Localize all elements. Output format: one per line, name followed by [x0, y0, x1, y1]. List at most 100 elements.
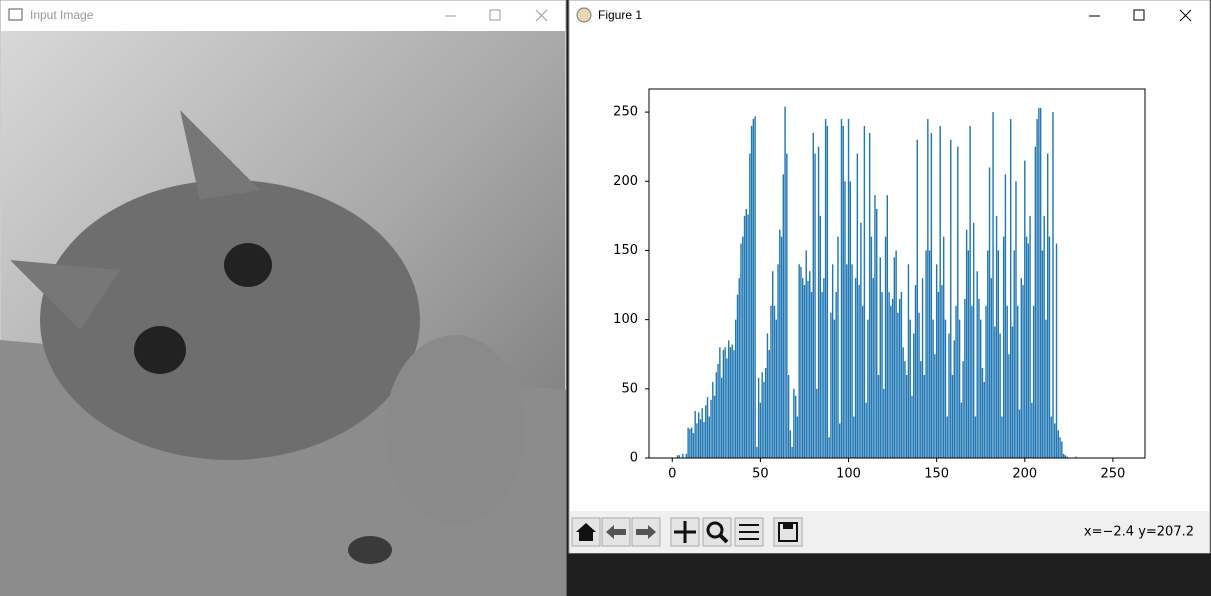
bar [726, 358, 728, 458]
bar [833, 319, 836, 458]
bar [955, 305, 957, 458]
bar [980, 319, 982, 458]
bar [817, 146, 820, 458]
bar [740, 243, 742, 458]
bar [1061, 441, 1063, 458]
window-controls[interactable] [445, 9, 548, 22]
bar [1043, 215, 1045, 458]
bar [1031, 402, 1033, 458]
bar [757, 377, 760, 458]
bar [1055, 243, 1058, 458]
bar [981, 368, 984, 458]
bar [944, 319, 947, 458]
bar [851, 264, 853, 458]
bar [1006, 305, 1008, 458]
bar [696, 423, 698, 458]
bar [997, 250, 1000, 458]
bar [972, 222, 975, 458]
figure-window: Figure 1 x=−2.4 y=207.2 0501001502002500… [568, 0, 1211, 554]
bar [870, 236, 873, 458]
bar [983, 381, 985, 458]
bar [1027, 243, 1030, 458]
bar [934, 354, 936, 458]
bar [951, 374, 954, 458]
bar [854, 278, 857, 458]
bar [847, 119, 850, 458]
bar [835, 291, 837, 458]
bar [992, 112, 994, 458]
bar [703, 422, 705, 458]
bar [800, 267, 802, 458]
bar [1018, 409, 1021, 458]
bar [967, 250, 970, 458]
bar [846, 264, 848, 458]
bar [742, 236, 744, 458]
bar [678, 455, 681, 458]
bar [1032, 305, 1035, 458]
bar [1052, 112, 1054, 458]
bar [960, 402, 963, 458]
bar [921, 278, 924, 458]
x-tick-label: 250 [1101, 467, 1126, 482]
bar [826, 125, 829, 459]
bar [717, 363, 719, 458]
bar [872, 278, 874, 458]
bar [772, 271, 774, 458]
bar [787, 374, 790, 458]
y-tick-label: 50 [621, 381, 638, 396]
bar [809, 271, 811, 458]
bar [699, 419, 702, 458]
bar [720, 377, 723, 458]
bar [985, 305, 987, 458]
bar [694, 410, 696, 458]
bar [969, 125, 971, 459]
bar [999, 333, 1001, 458]
bar [877, 374, 880, 458]
bar [930, 132, 933, 459]
bar [687, 427, 689, 458]
bar [844, 181, 846, 458]
window-controls[interactable] [1089, 9, 1192, 22]
bar [1064, 455, 1067, 458]
bar [676, 455, 679, 458]
bar [1062, 453, 1065, 458]
window-title: Input Image [30, 8, 94, 22]
bar [918, 312, 920, 458]
bar [727, 340, 730, 458]
window-frame [568, 0, 1211, 554]
bar [715, 372, 718, 458]
bar [990, 278, 993, 458]
status-text: x=−2.4 y=207.2 [1084, 525, 1194, 540]
bar [978, 298, 980, 458]
bar [1041, 250, 1044, 458]
bar [962, 361, 964, 458]
toolbar-buttons[interactable] [571, 517, 803, 547]
bar [904, 361, 906, 458]
bar [735, 319, 737, 458]
bar [891, 298, 894, 458]
bar [927, 119, 929, 458]
x-tick-label: 50 [752, 467, 769, 482]
bar [958, 319, 961, 458]
bar [713, 395, 716, 458]
bar [743, 215, 746, 458]
bar [816, 388, 818, 458]
bar [860, 222, 862, 458]
bar [754, 116, 756, 458]
bar [874, 195, 876, 458]
bar [1015, 181, 1017, 458]
bar [752, 119, 755, 458]
bar [881, 291, 883, 458]
bar [1050, 416, 1052, 458]
bar [994, 326, 996, 458]
bar [756, 446, 758, 458]
bar [777, 264, 779, 458]
y-tick-label: 100 [613, 312, 638, 327]
y-tick-label: 200 [613, 174, 638, 189]
bar [895, 250, 897, 458]
bar [698, 412, 700, 458]
bar [733, 350, 735, 458]
bar [964, 298, 966, 458]
bar [965, 229, 968, 458]
